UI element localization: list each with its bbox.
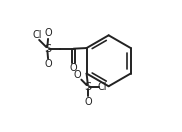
Text: O: O (44, 59, 52, 69)
Text: Cl: Cl (98, 82, 107, 92)
Text: O: O (73, 70, 81, 80)
Text: O: O (84, 97, 92, 107)
Text: S: S (44, 44, 51, 54)
Text: O: O (44, 28, 52, 38)
Text: Cl: Cl (33, 30, 42, 40)
Text: S: S (84, 82, 91, 92)
Text: O: O (70, 63, 77, 73)
